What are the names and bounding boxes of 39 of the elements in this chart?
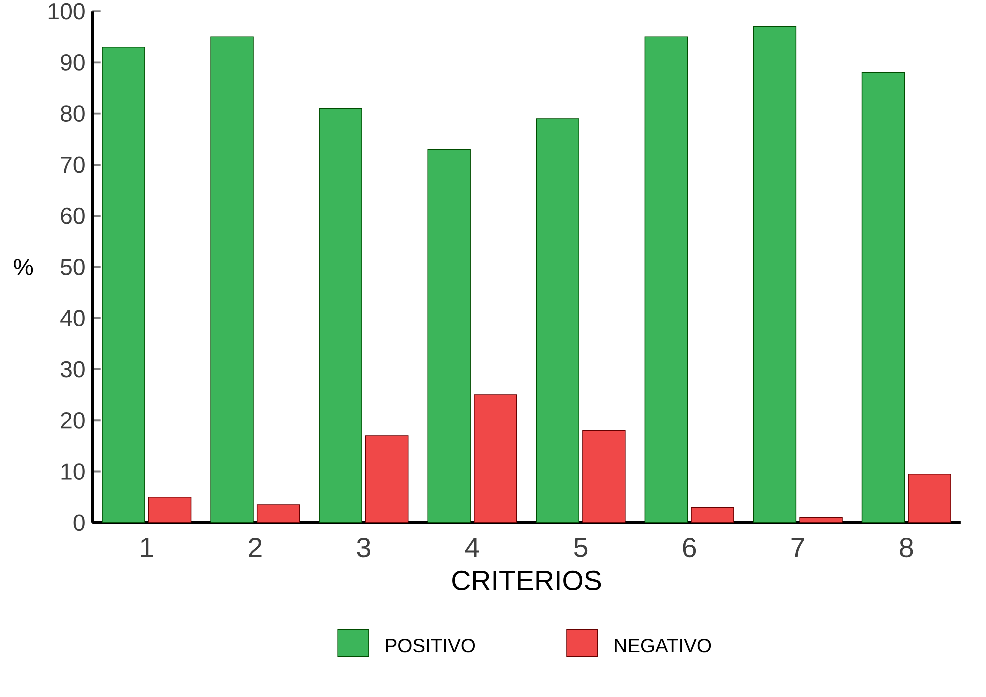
y-tick-label: 70 — [61, 157, 85, 174]
y-tick-label: 40 — [60, 310, 85, 327]
y-tick-label: 60 — [61, 208, 85, 225]
x-axis-title: CRITERIOS — [452, 571, 602, 591]
x-tick-label: 4 — [465, 538, 480, 558]
bar — [582, 430, 626, 524]
x-tick-label: 8 — [900, 538, 914, 558]
bar — [862, 72, 906, 524]
x-tick-label: 5 — [574, 538, 588, 558]
y-axis-title: % — [14, 259, 34, 276]
x-tick-label: 7 — [792, 538, 804, 558]
bar — [148, 497, 192, 524]
bar — [644, 36, 688, 524]
bar — [366, 436, 409, 524]
bar — [256, 504, 300, 524]
y-tick-label: 90 — [61, 54, 85, 72]
x-tick-label: 1 — [141, 538, 154, 558]
bar — [210, 36, 254, 524]
legend-label: POSITIVO — [386, 639, 476, 653]
bar — [428, 149, 471, 524]
x-tick-label: 3 — [357, 538, 370, 558]
y-tick-label: 30 — [60, 362, 85, 378]
bar — [800, 518, 843, 524]
y-tick-label: 20 — [61, 412, 85, 430]
bar — [908, 474, 952, 524]
bar — [691, 507, 734, 524]
bar — [319, 108, 362, 524]
y-tick-label: 50 — [60, 259, 85, 276]
bar — [536, 118, 580, 524]
x-tick-label: 2 — [249, 538, 262, 558]
bar — [753, 26, 797, 524]
y-tick-label: 10 — [62, 464, 85, 480]
bar — [102, 47, 146, 524]
legend-label: NEGATIVO — [615, 639, 712, 653]
y-tick-label: 0 — [74, 514, 85, 532]
y-tick-label: 80 — [61, 106, 85, 122]
x-tick-label: 6 — [683, 538, 696, 558]
y-tick-label: 100 — [48, 4, 85, 20]
bar — [474, 394, 518, 524]
